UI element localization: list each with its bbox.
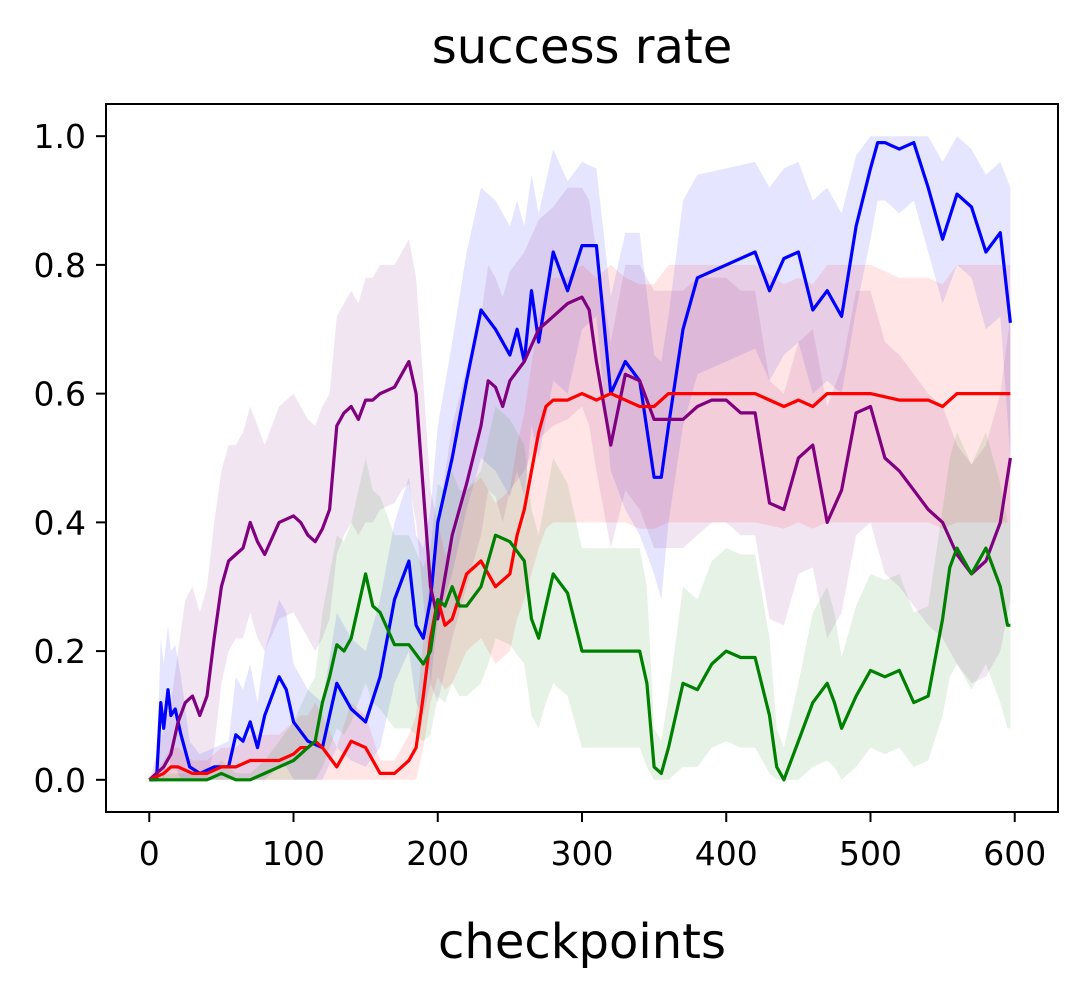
- chart-title: success rate: [432, 19, 733, 75]
- y-tick-label: 0.8: [34, 246, 86, 285]
- y-tick-label: 0.0: [34, 761, 86, 800]
- series-lines: [148, 141, 1012, 782]
- x-tick-label: 0: [139, 834, 160, 873]
- series-1-band: [149, 187, 1011, 780]
- y-tick-label: 1.0: [34, 117, 86, 156]
- series-3-line: [149, 533, 1011, 782]
- series-2-line: [148, 392, 1011, 782]
- x-tick-label: 400: [695, 834, 758, 873]
- series-2-band: [149, 264, 1011, 780]
- series-3-band: [149, 406, 1011, 780]
- x-tick-label: 200: [406, 834, 469, 873]
- y-tick-label: 0.2: [34, 632, 86, 671]
- x-axis-label: checkpoints: [438, 914, 726, 970]
- series-1-line: [148, 295, 1012, 781]
- y-tick-label: 0.6: [34, 375, 86, 414]
- x-axis-ticks: 0 100 200 300 400 500 600: [139, 812, 1046, 873]
- y-tick-label: 0.4: [34, 503, 86, 542]
- x-tick-label: 600: [983, 834, 1046, 873]
- confidence-bands: [149, 136, 1011, 780]
- x-tick-label: 500: [839, 834, 902, 873]
- series-0-line: [149, 141, 1012, 782]
- x-tick-label: 300: [551, 834, 614, 873]
- series-0-band: [149, 136, 1011, 780]
- y-axis-ticks: 0.0 0.2 0.4 0.6 0.8 1.0: [34, 117, 106, 800]
- x-tick-label: 100: [262, 834, 325, 873]
